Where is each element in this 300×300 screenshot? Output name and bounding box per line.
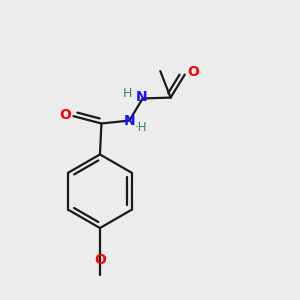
Text: O: O bbox=[187, 65, 199, 79]
Text: N: N bbox=[135, 90, 147, 104]
Text: O: O bbox=[94, 253, 106, 266]
Text: ·H: ·H bbox=[135, 121, 147, 134]
Text: N: N bbox=[124, 114, 136, 128]
Text: H: H bbox=[123, 87, 133, 100]
Text: O: O bbox=[59, 108, 71, 122]
